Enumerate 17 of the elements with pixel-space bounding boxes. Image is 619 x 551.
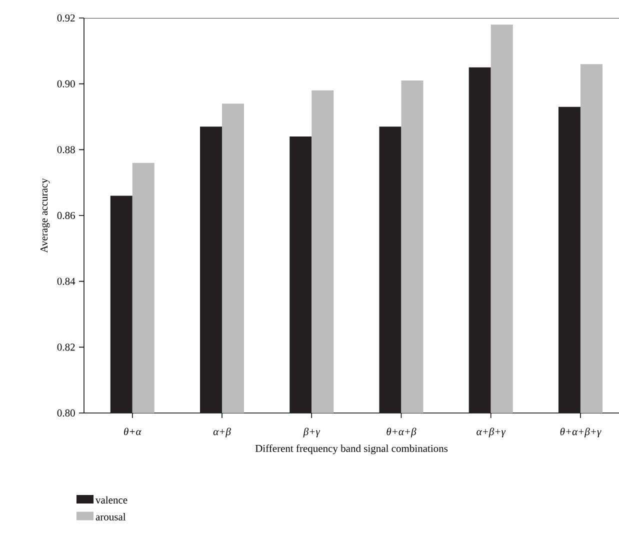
x-axis-title: Different frequency band signal combinations: [255, 444, 448, 454]
legend-label: arousal: [96, 513, 126, 520]
y-axis-title: Average accuracy: [40, 178, 50, 253]
x-tick-label: θ+α+β+γ: [560, 428, 602, 438]
x-tick-label: α+β: [213, 428, 231, 438]
y-tick-label: 0.92: [57, 14, 75, 22]
y-tick-label: 0.80: [57, 409, 75, 417]
y-tick-label: 0.82: [57, 344, 75, 351]
x-tick-label: θ+α: [124, 428, 142, 436]
x-tick-label: θ+α+β: [386, 428, 416, 438]
x-tick-label: α+β+γ: [476, 428, 506, 438]
y-tick-label: 0.88: [57, 146, 75, 154]
x-tick-label: β+γ: [303, 428, 320, 438]
y-tick-label: 0.86: [57, 212, 75, 220]
y-tick-label: 0.84: [57, 278, 76, 285]
legend-label: valence: [95, 496, 128, 504]
y-tick-label: 0.90: [57, 80, 75, 88]
